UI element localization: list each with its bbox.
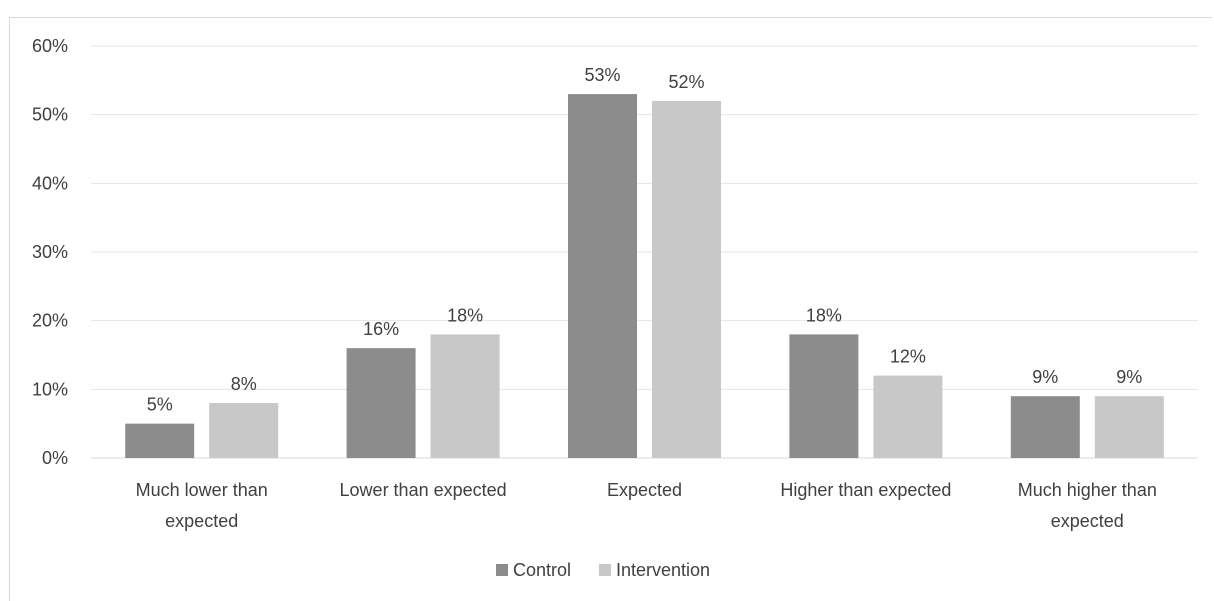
legend-swatch-control — [496, 564, 508, 576]
data-label: 18% — [806, 305, 842, 325]
x-axis: Much lower than expected Lower than expect… — [136, 480, 1157, 531]
bar-intervention — [652, 100, 721, 458]
x-category-label: Much lower than — [136, 480, 268, 500]
x-category-label: Lower than expected — [340, 480, 507, 500]
y-tick-label: 40% — [32, 173, 68, 193]
data-label: 18% — [447, 305, 483, 325]
bar-intervention — [209, 403, 279, 458]
data-labels: 5% 8% 16% 18% 53% 52% 18% 12% 9% 9% — [147, 65, 1143, 415]
bar-intervention — [430, 334, 500, 458]
data-label: 9% — [1032, 367, 1058, 387]
x-category-label: Much higher than — [1018, 480, 1157, 500]
gridlines — [91, 45, 1198, 459]
y-tick-label: 50% — [32, 105, 68, 125]
y-tick-label: 10% — [32, 379, 68, 399]
x-category-label: expected — [1051, 511, 1124, 531]
data-label: 12% — [890, 347, 926, 367]
y-axis: 0% 10% 20% 30% 40% 50% 60% — [32, 36, 68, 468]
data-label: 52% — [668, 72, 704, 92]
data-label: 9% — [1116, 367, 1142, 387]
bar-intervention — [873, 375, 943, 458]
data-label: 5% — [147, 395, 173, 415]
x-category-label: Higher than expected — [780, 480, 951, 500]
legend-label-intervention: Intervention — [616, 560, 710, 580]
y-tick-label: 20% — [32, 311, 68, 331]
data-label: 16% — [363, 319, 399, 339]
data-label: 53% — [584, 65, 620, 85]
legend: Control Intervention — [496, 560, 710, 580]
bar-control — [789, 334, 859, 458]
y-tick-label: 0% — [42, 448, 68, 468]
bar-intervention — [1094, 396, 1164, 458]
y-tick-label: 60% — [32, 36, 68, 56]
bar-control — [125, 423, 195, 458]
bar-control — [568, 94, 637, 459]
x-category-label: Expected — [607, 480, 682, 500]
data-label: 8% — [231, 374, 257, 394]
bar-control — [346, 348, 416, 458]
y-tick-label: 30% — [32, 242, 68, 262]
bars — [125, 94, 1164, 459]
bar-control — [1010, 396, 1080, 458]
x-category-label: expected — [165, 511, 238, 531]
legend-label-control: Control — [513, 560, 571, 580]
chart-frame — [9, 17, 1212, 601]
legend-swatch-intervention — [599, 564, 611, 576]
